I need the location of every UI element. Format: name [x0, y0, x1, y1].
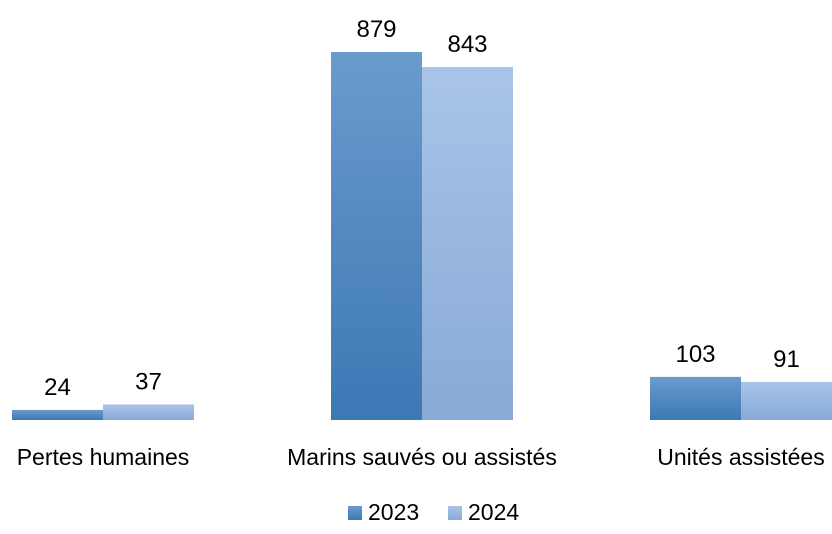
legend-swatch-2023 [348, 506, 362, 520]
value-label-marins-sauves-ou-assistes-2023: 879 [356, 16, 396, 43]
category-label-pertes-humaines: Pertes humaines [17, 444, 190, 470]
bar-marins-sauves-ou-assistes-2024 [422, 67, 513, 421]
category-label-marins-sauves-ou-assistes: Marins sauvés ou assistés [287, 444, 557, 470]
value-label-marins-sauves-ou-assistes-2024: 843 [447, 31, 487, 58]
category-label-unites-assistees: Unités assistées [657, 444, 824, 470]
value-label-unites-assistees-2024: 91 [773, 346, 800, 373]
bars-group [12, 52, 832, 421]
legend: 2023 2024 [348, 499, 519, 525]
bar-unites-assistees-2023 [650, 376, 741, 420]
bar-pertes-humaines-2024 [103, 404, 194, 420]
legend-label-2024: 2024 [468, 499, 519, 525]
value-labels-group: 24 37 879 843 103 91 [44, 16, 800, 401]
bar-marins-sauves-ou-assistes-2023 [331, 52, 422, 420]
bar-pertes-humaines-2023 [12, 409, 103, 420]
value-label-unites-assistees-2023: 103 [675, 341, 715, 368]
bar-unites-assistees-2024 [741, 381, 832, 420]
legend-swatch-2024 [448, 506, 462, 520]
legend-label-2023: 2023 [368, 499, 419, 525]
category-labels-group: Pertes humaines Marins sauvés ou assistés… [17, 444, 825, 470]
value-label-pertes-humaines-2024: 37 [135, 369, 162, 396]
value-label-pertes-humaines-2023: 24 [44, 374, 71, 401]
